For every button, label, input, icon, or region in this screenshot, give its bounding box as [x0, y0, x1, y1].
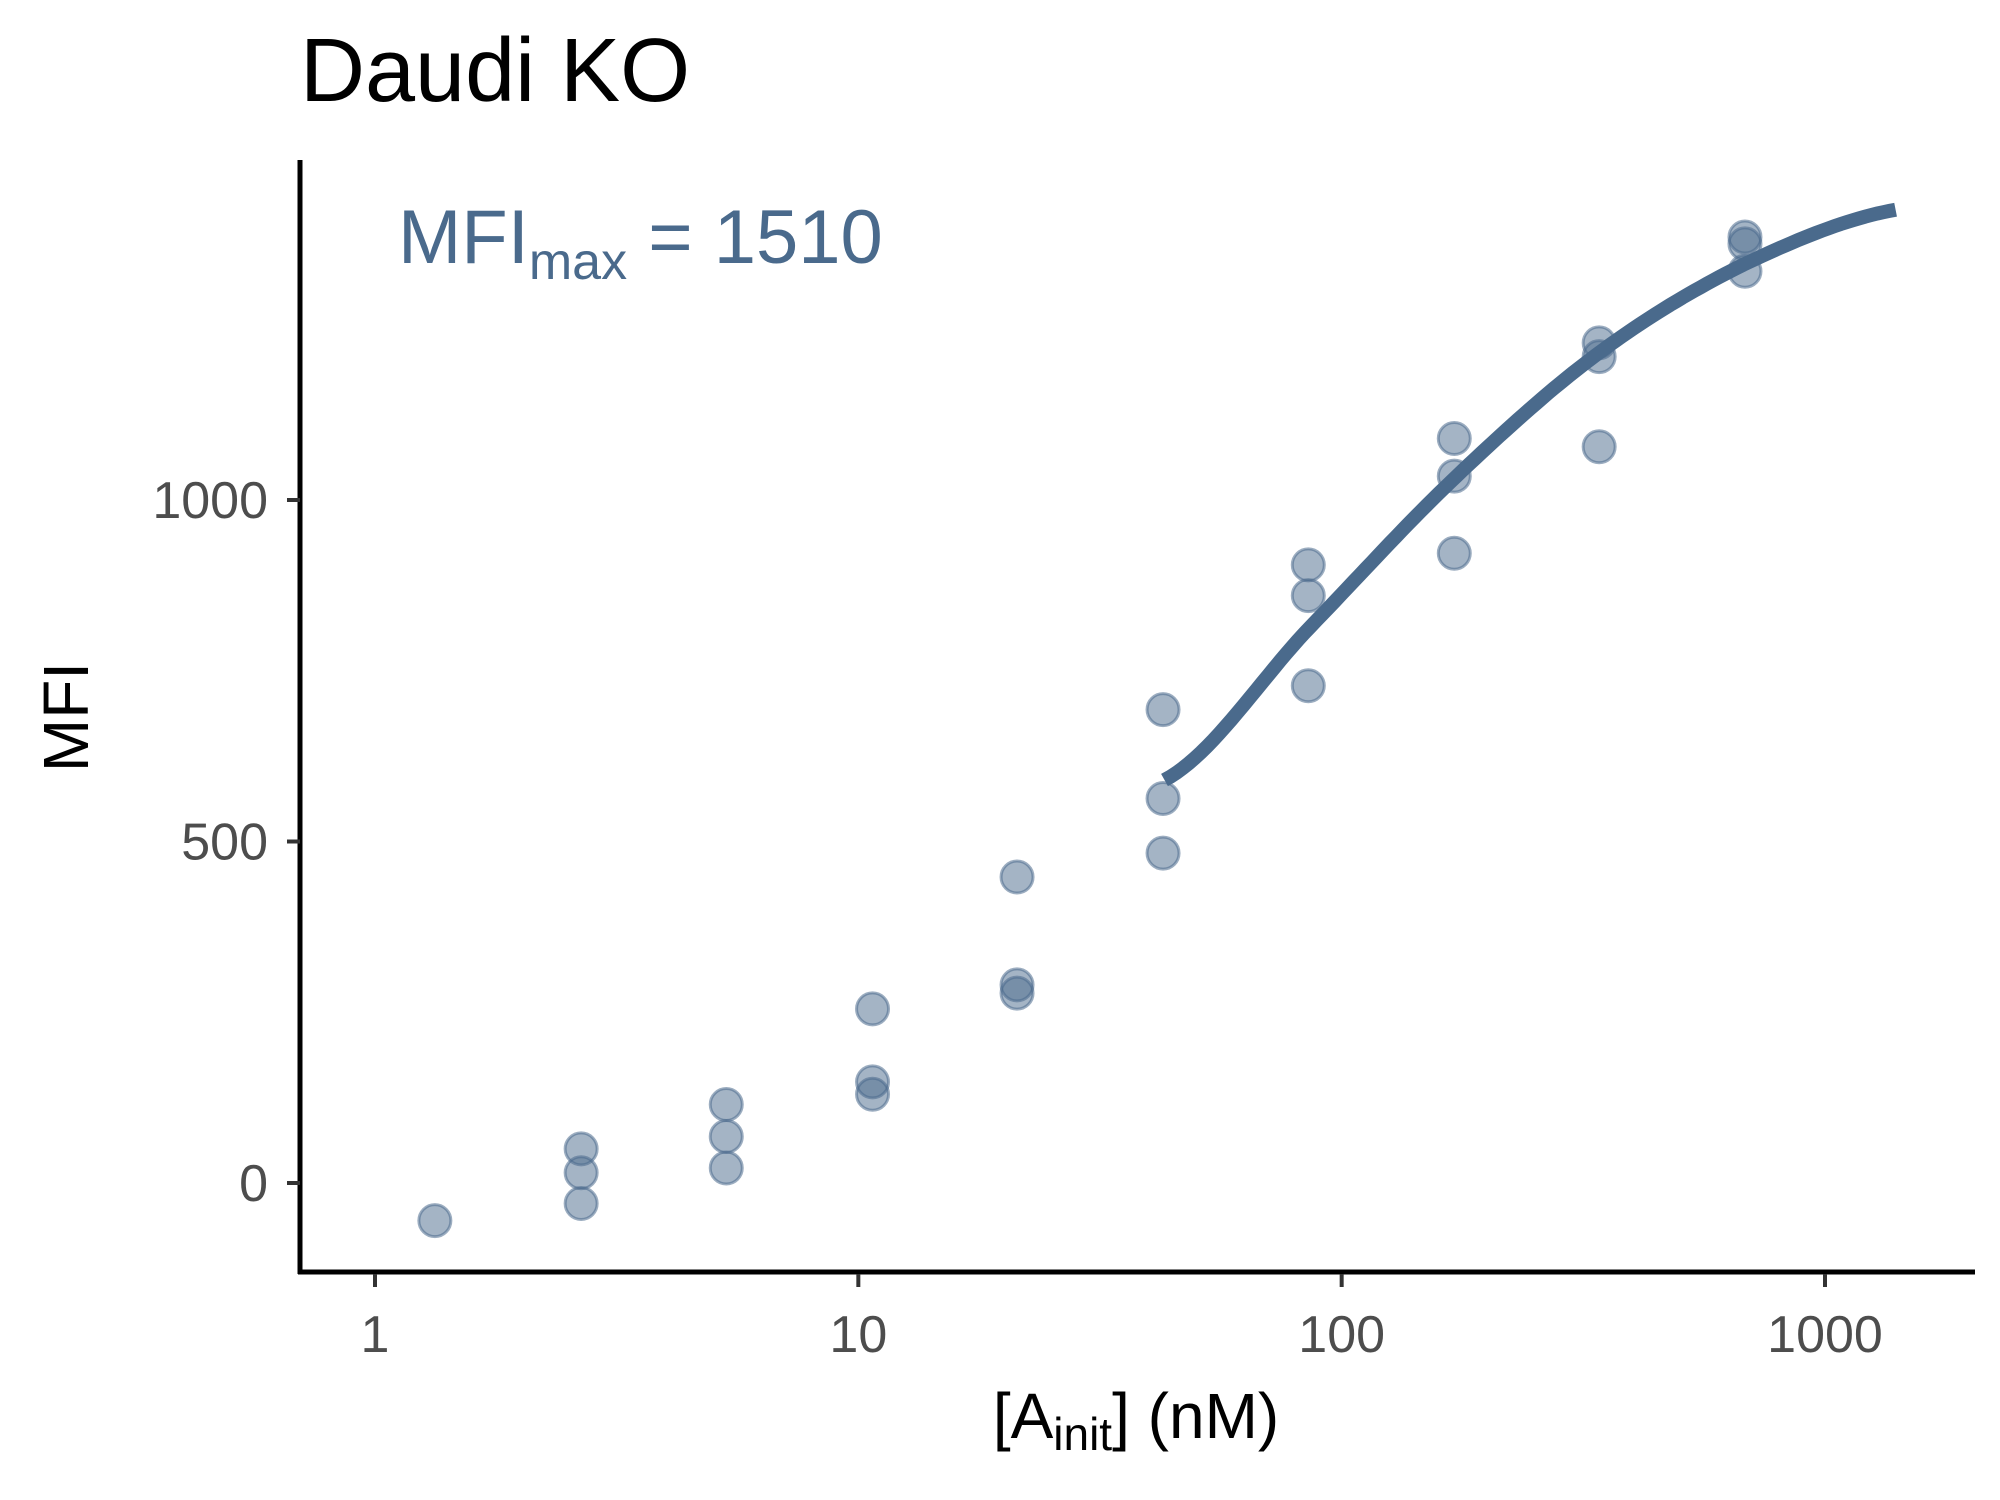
y-tick-label: 0	[239, 1155, 268, 1213]
y-tick-label: 500	[181, 814, 268, 872]
y-axis-label: MFI	[30, 662, 102, 772]
data-point	[999, 859, 1035, 895]
data-point	[1145, 835, 1181, 871]
data-point	[999, 975, 1035, 1011]
data-point	[855, 991, 891, 1027]
data-points	[417, 219, 1763, 1239]
x-tick-label: 1000	[1767, 1306, 1883, 1364]
x-axis-label-sub: init	[1053, 1408, 1112, 1460]
data-point	[563, 1185, 599, 1221]
annotation-main: MFI	[398, 195, 529, 280]
data-point	[1145, 692, 1181, 728]
data-point	[1290, 547, 1326, 583]
data-point	[708, 1150, 744, 1186]
annotation-suffix: = 1510	[627, 195, 883, 280]
mfi-max-annotation: MFImax = 1510	[398, 195, 883, 291]
chart-title: Daudi KO	[300, 21, 690, 121]
x-tick-label: 1	[361, 1306, 390, 1364]
annotation-sub: max	[529, 233, 627, 291]
data-point	[1290, 578, 1326, 614]
data-point	[1290, 668, 1326, 704]
data-point	[855, 1076, 891, 1112]
data-point	[708, 1086, 744, 1122]
y-tick-label: 1000	[152, 472, 268, 530]
data-point	[417, 1203, 453, 1239]
data-point	[708, 1119, 744, 1155]
x-ticks: 1 10 100 1000	[361, 1274, 1883, 1364]
data-point	[1145, 780, 1181, 816]
data-point	[563, 1155, 599, 1191]
x-tick-label: 10	[829, 1306, 887, 1364]
data-point	[1581, 429, 1617, 465]
data-point	[1436, 535, 1472, 571]
y-ticks: 0 500 1000	[152, 472, 300, 1213]
x-tick-label: 100	[1298, 1306, 1385, 1364]
x-axis-label-main: A	[1011, 1380, 1054, 1452]
x-axis-label-close: ]	[1112, 1380, 1130, 1452]
x-axis-label: [Ainit] (nM)	[993, 1380, 1279, 1460]
data-point	[1436, 421, 1472, 457]
fit-curve	[1161, 202, 1897, 787]
x-axis-label-open: [	[993, 1380, 1011, 1452]
x-axis-label-suffix: (nM)	[1130, 1380, 1279, 1452]
